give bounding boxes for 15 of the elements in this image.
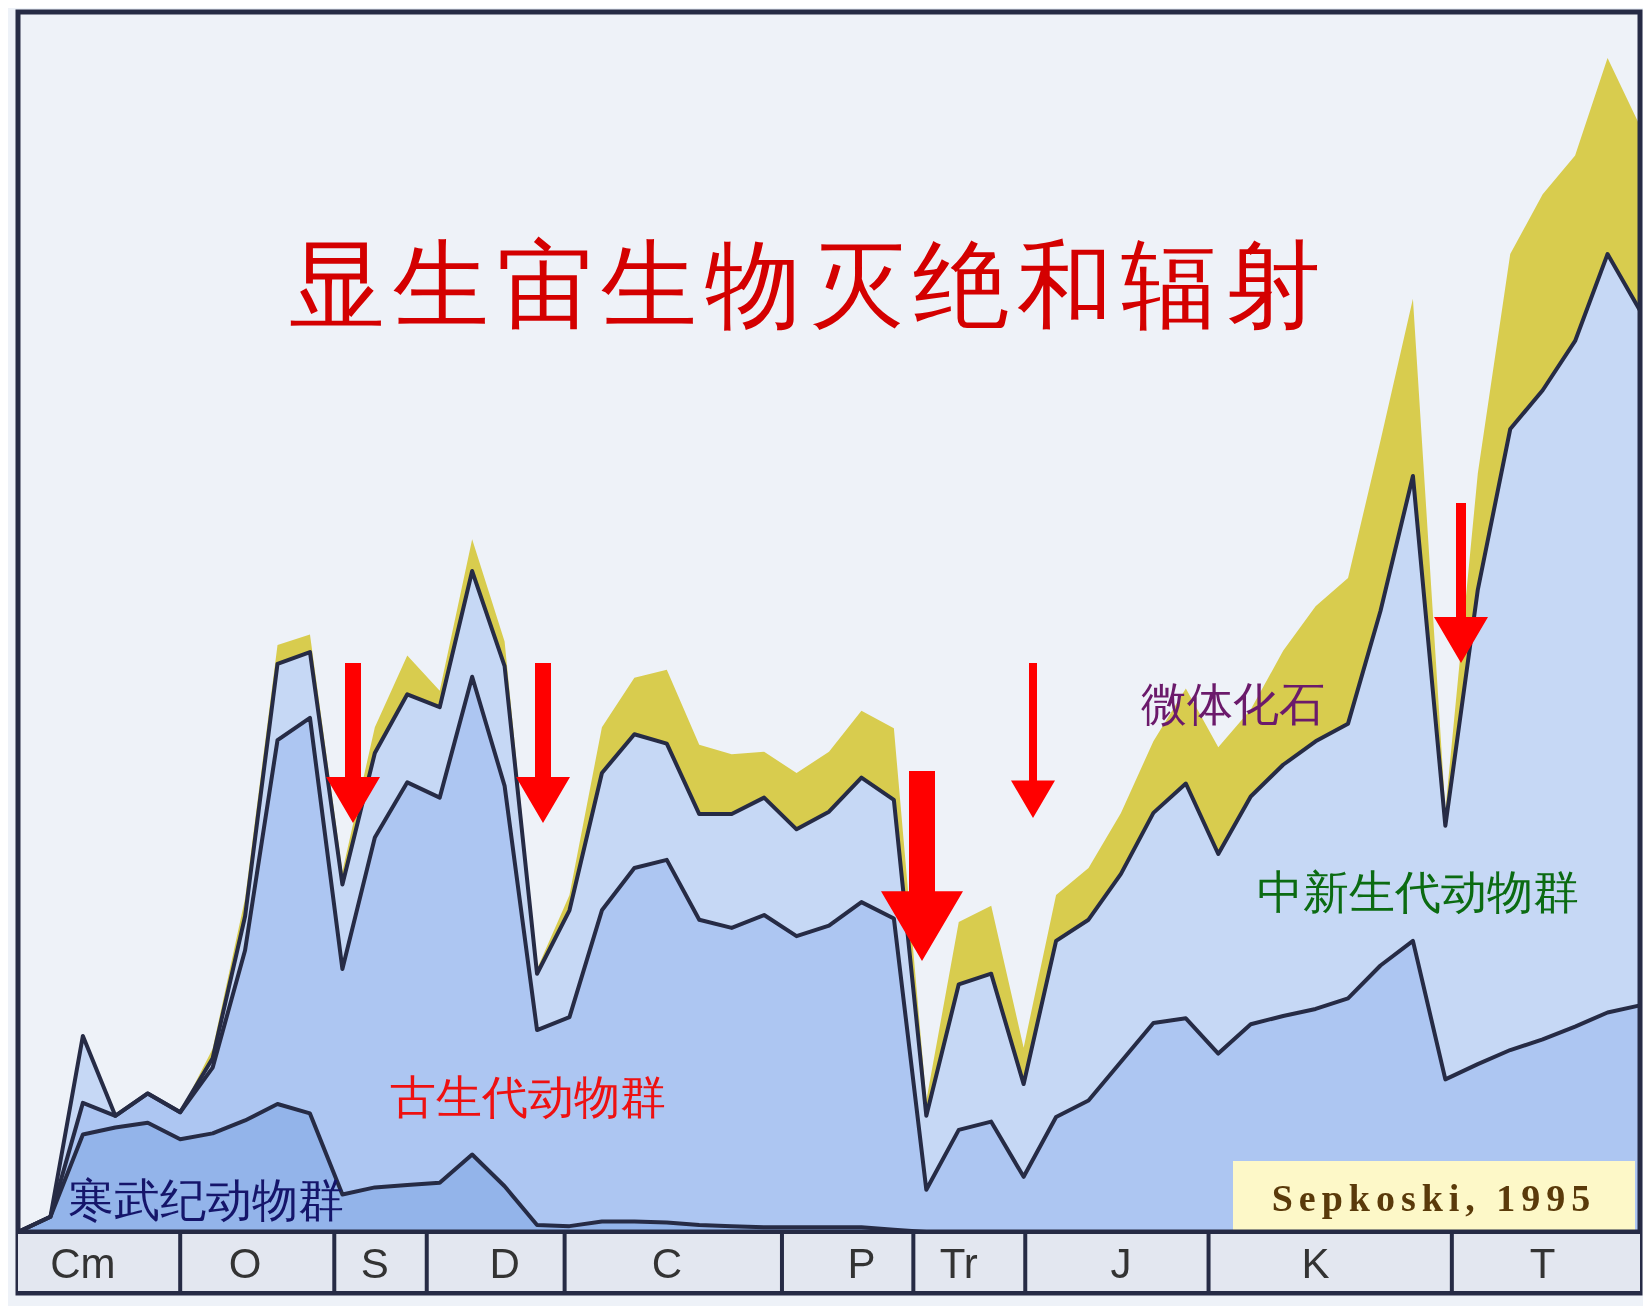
series-label: 中新生代动物群 — [1257, 867, 1579, 918]
x-tick-label: P — [847, 1240, 876, 1287]
x-tick-label: T — [1529, 1240, 1556, 1287]
series-label: 寒武纪动物群 — [68, 1175, 344, 1226]
x-tick-label: Cm — [50, 1240, 116, 1287]
x-tick-label: C — [651, 1240, 682, 1287]
x-tick-label: S — [360, 1240, 389, 1287]
text: 显生宙生物灭绝和辐射 — [289, 232, 1329, 339]
x-tick-label: K — [1301, 1240, 1330, 1287]
x-tick-label: Tr — [939, 1240, 978, 1287]
annotation: Sepkoski, 1995 — [1271, 1177, 1597, 1219]
x-tick-label: O — [228, 1240, 262, 1287]
x-tick-label: D — [489, 1240, 520, 1287]
series-label: 古生代动物群 — [390, 1072, 666, 1123]
x-tick-label: J — [1110, 1240, 1132, 1287]
